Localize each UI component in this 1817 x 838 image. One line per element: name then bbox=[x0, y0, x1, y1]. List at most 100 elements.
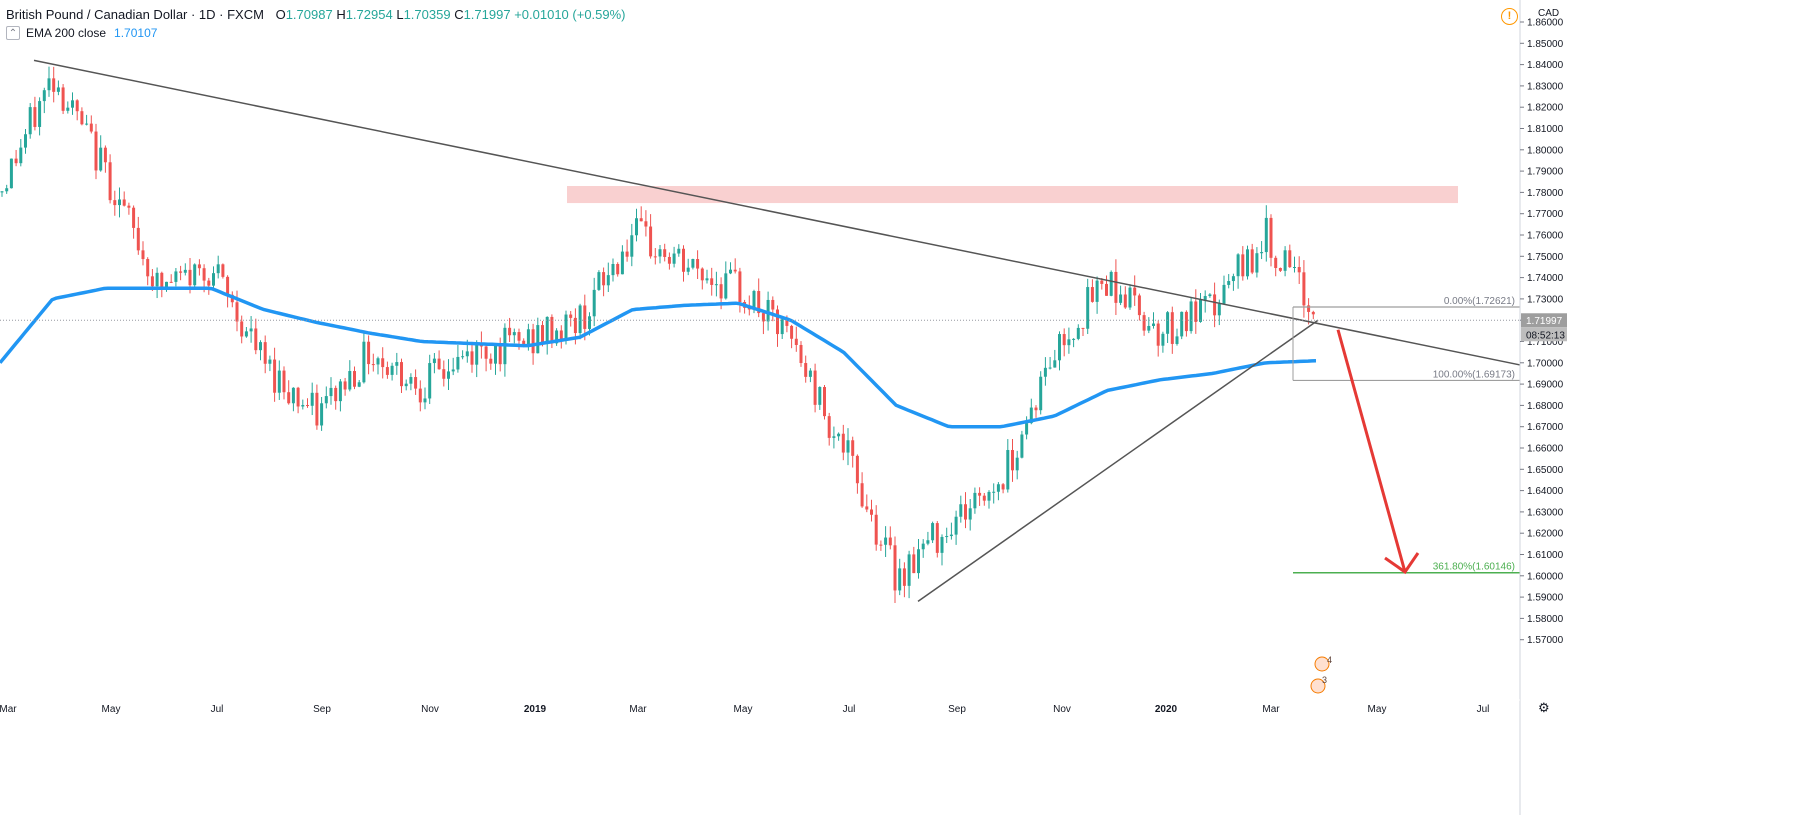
trendlines-layer bbox=[33, 59, 1521, 602]
price-tick: 1.85000 bbox=[1527, 39, 1564, 50]
candle-body bbox=[122, 199, 126, 206]
close-value: 1.71997 bbox=[463, 7, 511, 22]
candle-body bbox=[1227, 281, 1231, 285]
candle-body bbox=[719, 284, 723, 299]
candle-body bbox=[376, 358, 380, 365]
candle-body bbox=[94, 131, 98, 171]
candle-body bbox=[973, 492, 977, 509]
collapse-chevron-icon[interactable]: ⌃ bbox=[6, 26, 20, 40]
candle-body bbox=[1114, 271, 1118, 303]
candle-body bbox=[1025, 423, 1029, 435]
candle-body bbox=[1175, 336, 1179, 344]
candle-body bbox=[165, 281, 168, 288]
candle-body bbox=[42, 90, 46, 102]
candle-body bbox=[494, 345, 497, 364]
candle-body bbox=[1043, 367, 1047, 377]
ema-200-line bbox=[0, 286, 1317, 429]
date-tick: Mar bbox=[629, 704, 647, 715]
candle-body bbox=[1208, 294, 1212, 297]
fib-100-label: 100.00%(1.69173) bbox=[1433, 369, 1515, 380]
candle-body bbox=[611, 263, 615, 276]
candle-body bbox=[512, 332, 516, 336]
candle-body bbox=[447, 371, 450, 379]
indicator-label: EMA 200 close bbox=[26, 26, 107, 40]
candle-body bbox=[428, 363, 432, 399]
candle-body bbox=[898, 568, 902, 591]
candle-body bbox=[1105, 283, 1108, 296]
date-tick: Mar bbox=[1262, 704, 1280, 715]
candle-body bbox=[1311, 311, 1315, 315]
candle-body bbox=[888, 537, 892, 546]
candle-body bbox=[752, 291, 756, 310]
candle-body bbox=[179, 271, 183, 273]
candle-body bbox=[28, 107, 32, 135]
date-tick: May bbox=[1368, 704, 1387, 715]
candle-body bbox=[790, 325, 794, 339]
candle-body bbox=[1213, 294, 1217, 316]
candle-body bbox=[52, 78, 56, 92]
candle-body bbox=[197, 264, 201, 269]
candle-body bbox=[432, 358, 436, 364]
candle-body bbox=[1137, 295, 1141, 316]
candle-body bbox=[371, 364, 375, 366]
candle-body bbox=[263, 342, 267, 364]
date-axis[interactable]: Mar May Jul Sep Nov 2019 Mar May Jul Sep Nov 2020 Ma… bbox=[0, 699, 1550, 715]
candle-body bbox=[508, 327, 512, 336]
candle-body bbox=[649, 226, 653, 257]
fibonacci-layer: 0.00%(1.72621) 100.00%(1.69173) 361.80%(1.… bbox=[1292, 296, 1520, 574]
candle-body bbox=[188, 269, 192, 286]
candle-body bbox=[653, 256, 657, 258]
candle-body bbox=[66, 107, 70, 111]
candle-body bbox=[1001, 484, 1005, 490]
candle-body bbox=[672, 253, 676, 264]
candle-body bbox=[1039, 376, 1043, 411]
candle-body bbox=[710, 278, 714, 285]
candle-body bbox=[733, 269, 737, 272]
event-badges[interactable]: 43 bbox=[1310, 655, 1332, 694]
candle-body bbox=[1161, 333, 1165, 346]
candle-body bbox=[912, 554, 916, 574]
candle-body bbox=[959, 504, 963, 517]
candle-body bbox=[926, 540, 930, 544]
candle-body bbox=[851, 440, 855, 456]
candle-body bbox=[597, 272, 601, 290]
plot-area[interactable] bbox=[0, 0, 1520, 815]
candle-body bbox=[85, 123, 89, 125]
candle-body bbox=[329, 387, 333, 397]
candle-body bbox=[639, 218, 643, 222]
candle-body bbox=[724, 273, 728, 299]
candle-body bbox=[75, 100, 79, 112]
price-tick: 1.86000 bbox=[1527, 18, 1564, 29]
fib-0-label: 0.00%(1.72621) bbox=[1444, 296, 1515, 307]
candle-body bbox=[136, 227, 140, 251]
candle-body bbox=[1269, 217, 1273, 258]
candle-body bbox=[1095, 280, 1099, 302]
symbol-legend: British Pound / Canadian Dollar · 1D · F… bbox=[6, 6, 626, 23]
candle-body bbox=[705, 278, 709, 281]
indicator-legend[interactable]: ⌃ EMA 200 close 1.70107 bbox=[6, 26, 157, 40]
event-badge-icon[interactable] bbox=[1310, 678, 1326, 694]
candle-body bbox=[931, 523, 935, 541]
candle-body bbox=[738, 271, 742, 303]
candle-body bbox=[80, 111, 84, 125]
candle-body bbox=[315, 392, 319, 426]
candle-body bbox=[766, 299, 770, 322]
alert-icon[interactable]: ! bbox=[1501, 8, 1518, 25]
candle-body bbox=[569, 314, 573, 318]
candle-body bbox=[338, 381, 342, 402]
event-badge-icon[interactable] bbox=[1314, 656, 1330, 672]
candle-body bbox=[757, 291, 761, 314]
candle-body bbox=[526, 329, 530, 346]
candle-body bbox=[1236, 254, 1240, 277]
price-tick: 1.68000 bbox=[1527, 401, 1564, 412]
candle-body bbox=[1302, 272, 1306, 306]
candle-body bbox=[954, 516, 958, 535]
candle-body bbox=[1029, 407, 1033, 424]
low-label: L bbox=[396, 7, 404, 22]
price-tick: 1.57000 bbox=[1527, 635, 1564, 646]
candle-body bbox=[517, 332, 521, 341]
gear-icon[interactable]: ⚙ bbox=[1538, 700, 1550, 715]
candle-body bbox=[71, 100, 74, 108]
